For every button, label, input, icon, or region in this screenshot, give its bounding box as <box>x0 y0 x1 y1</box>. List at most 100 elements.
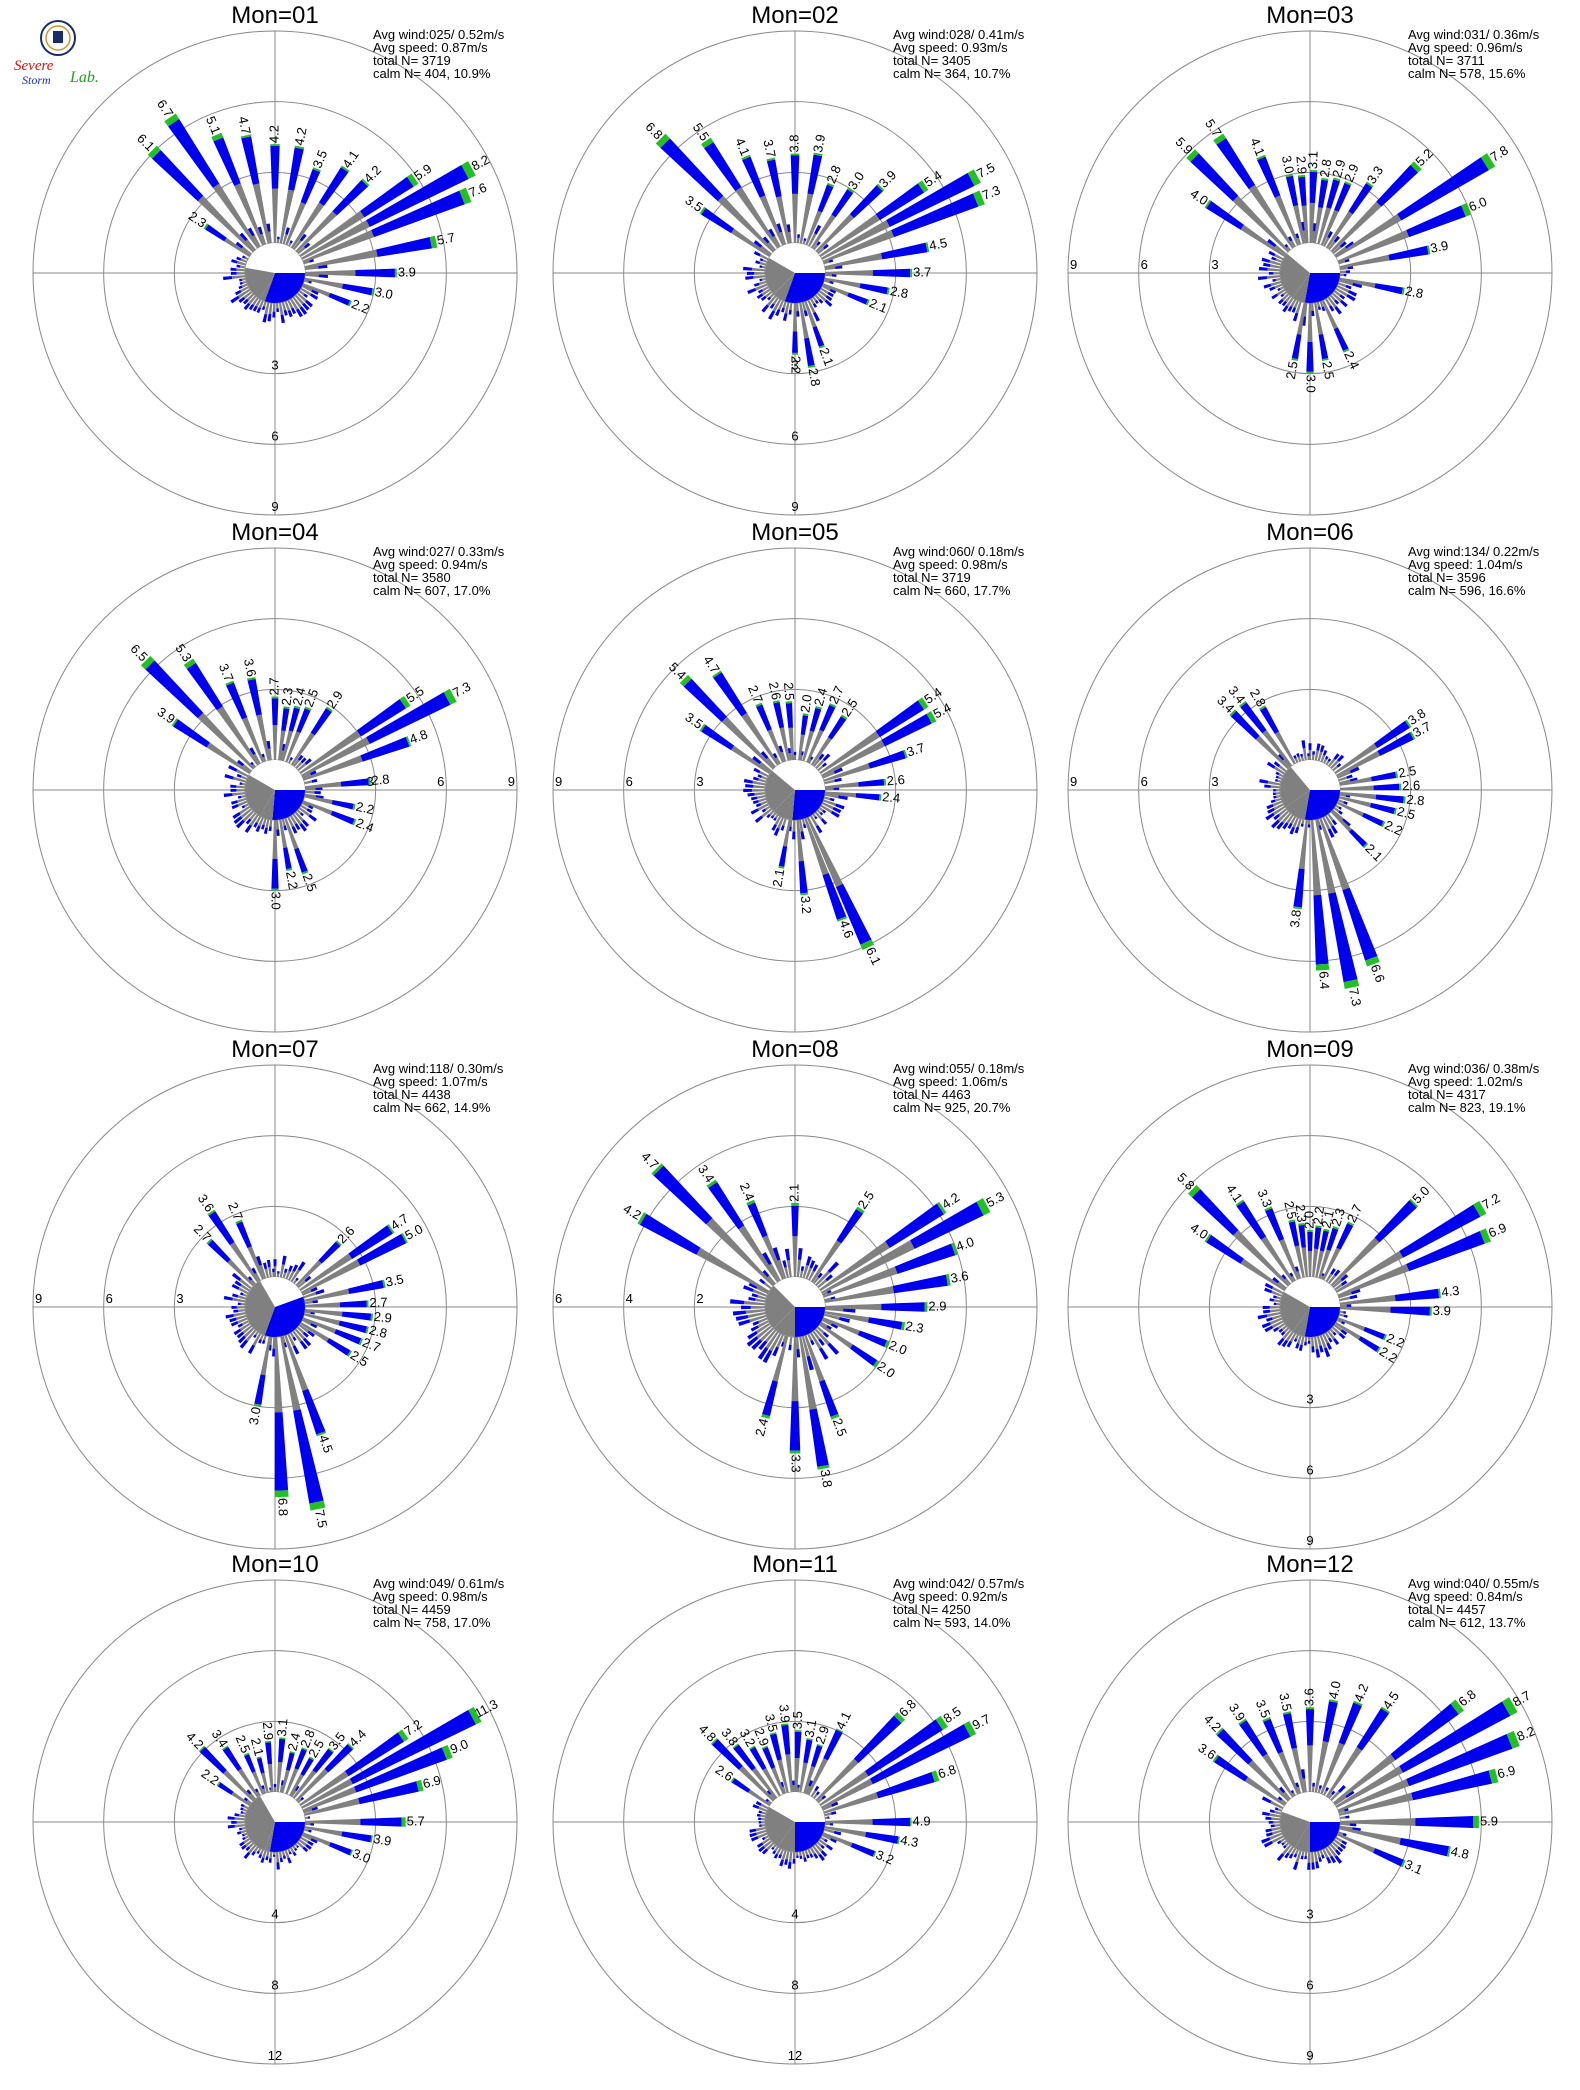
minor-bar-low <box>766 1842 775 1851</box>
wind-bar-mid <box>294 1748 307 1770</box>
wind-bar-high <box>1395 771 1399 779</box>
wind-bar-high <box>1323 1228 1330 1232</box>
wind-bar-low <box>299 730 361 775</box>
wind-bar-low <box>290 202 324 249</box>
minor-bar-mid <box>1300 1855 1304 1860</box>
wind-bar-low <box>229 1241 260 1283</box>
minor-bar-mid <box>827 1261 840 1274</box>
minor-bar-low <box>1269 1317 1283 1325</box>
minor-bar-mid <box>231 1820 237 1824</box>
wind-bar-low <box>1255 735 1290 770</box>
wind-bar-high <box>926 711 937 724</box>
wind-bar-mid <box>885 1203 945 1249</box>
wind-bar-high <box>203 223 209 230</box>
minor-bar-mid <box>1345 284 1352 290</box>
minor-bar-low <box>752 780 766 786</box>
minor-bar-low <box>1295 1334 1299 1340</box>
wind-bar-low <box>785 1754 793 1793</box>
bar-value-label: 2.8 <box>1247 686 1269 709</box>
wind-bar-high <box>1488 1768 1499 1784</box>
wind-bar-mid <box>910 1201 984 1249</box>
minor-bar-low <box>1327 758 1336 768</box>
minor-bar-mid <box>303 293 309 298</box>
bar-value-label: 3.2 <box>798 895 815 914</box>
minor-bar-mid <box>799 1855 803 1860</box>
wind-bar-low <box>1322 1247 1341 1281</box>
minor-bar-low <box>1339 270 1347 273</box>
minor-bar-low <box>1322 816 1331 830</box>
wind-bar-low <box>1313 207 1323 244</box>
minor-bar-low <box>1271 1835 1284 1844</box>
minor-bar-low <box>281 301 287 311</box>
stats-line: calm N= 404, 10.9% <box>373 66 491 81</box>
minor-bar-low <box>801 301 807 311</box>
wind-bar-mid <box>891 193 979 238</box>
minor-bar-low <box>804 1849 809 1856</box>
wind-bar-high <box>1446 1846 1451 1857</box>
stats-line: total N= 4459 <box>373 1602 451 1617</box>
ring-label: 9 <box>555 774 562 789</box>
wind-bar-mid <box>302 1388 326 1435</box>
minor-bar-mid <box>300 1796 305 1801</box>
calm-sector <box>245 267 275 299</box>
bar-value-label: 2.4 <box>737 1180 758 1203</box>
minor-bar-mid <box>296 1845 300 1849</box>
ring-label: 6 <box>1141 257 1148 272</box>
bar-value-label: 2.4 <box>1341 349 1362 372</box>
wind-bar-low <box>810 214 836 249</box>
wind-bar-high <box>1186 149 1199 162</box>
minor-bar-low <box>796 1851 799 1856</box>
wind-bar-mid <box>330 810 355 825</box>
minor-bar-low <box>1289 1332 1297 1343</box>
bar-value-label: 2.1 <box>1318 1209 1336 1230</box>
minor-bar-mid <box>738 1319 751 1327</box>
minor-bar-low <box>273 1787 277 1793</box>
minor-bar-low <box>812 296 817 302</box>
minor-bar-mid <box>231 1272 242 1282</box>
calm-direction-sector <box>264 1296 306 1338</box>
minor-bar-low <box>1311 302 1314 311</box>
wind-bar-low <box>216 706 260 766</box>
minor-bar-low <box>1339 273 1344 277</box>
wind-bar-high <box>1307 1229 1313 1232</box>
minor-bar-low <box>824 273 832 277</box>
minor-bar-mid <box>796 1349 801 1358</box>
wind-bar-mid <box>823 1729 843 1761</box>
wind-bar-high <box>1473 1200 1487 1217</box>
wind-bar-high <box>1399 783 1402 791</box>
minor-bar-mid <box>1343 801 1348 805</box>
wind-bar-low <box>304 1309 343 1317</box>
minor-bar-mid <box>304 1275 312 1283</box>
wind-bar-low <box>806 729 824 764</box>
ring-label: 6 <box>626 774 633 789</box>
wind-bar-low <box>278 730 286 761</box>
minor-bar-low <box>774 1846 779 1852</box>
minor-bar-low <box>766 295 777 307</box>
minor-bar-mid <box>230 1321 239 1327</box>
wind-bar-low <box>806 816 844 888</box>
minor-bar-mid <box>1338 1332 1346 1340</box>
wind-bar-high <box>1479 1228 1492 1244</box>
minor-bar-mid <box>1304 1341 1307 1346</box>
wind-bar-high <box>1381 821 1386 828</box>
stats-line: Avg wind:031/ 0.36m/s <box>1408 27 1540 42</box>
minor-bar-low <box>818 807 824 812</box>
minor-bar-mid <box>778 1854 782 1859</box>
minor-bar-mid <box>747 792 755 797</box>
minor-bar-low <box>238 1287 249 1295</box>
wind-bar-mid <box>341 1831 372 1843</box>
minor-bar-mid <box>826 1325 832 1330</box>
ring-label: 6 <box>437 774 444 789</box>
minor-bar-mid <box>765 1798 770 1803</box>
minor-bar-low <box>789 1336 793 1345</box>
minor-bar-low <box>815 759 825 770</box>
minor-bar-mid <box>242 255 246 259</box>
minor-bar-mid <box>1334 1855 1343 1864</box>
minor-bar-low <box>1277 779 1282 783</box>
minor-bar-mid <box>311 1806 318 1811</box>
minor-bar-low <box>1276 288 1286 296</box>
minor-bar-mid <box>236 1831 242 1835</box>
wind-bar-low <box>822 283 849 297</box>
wind-bar-low <box>1319 817 1350 891</box>
